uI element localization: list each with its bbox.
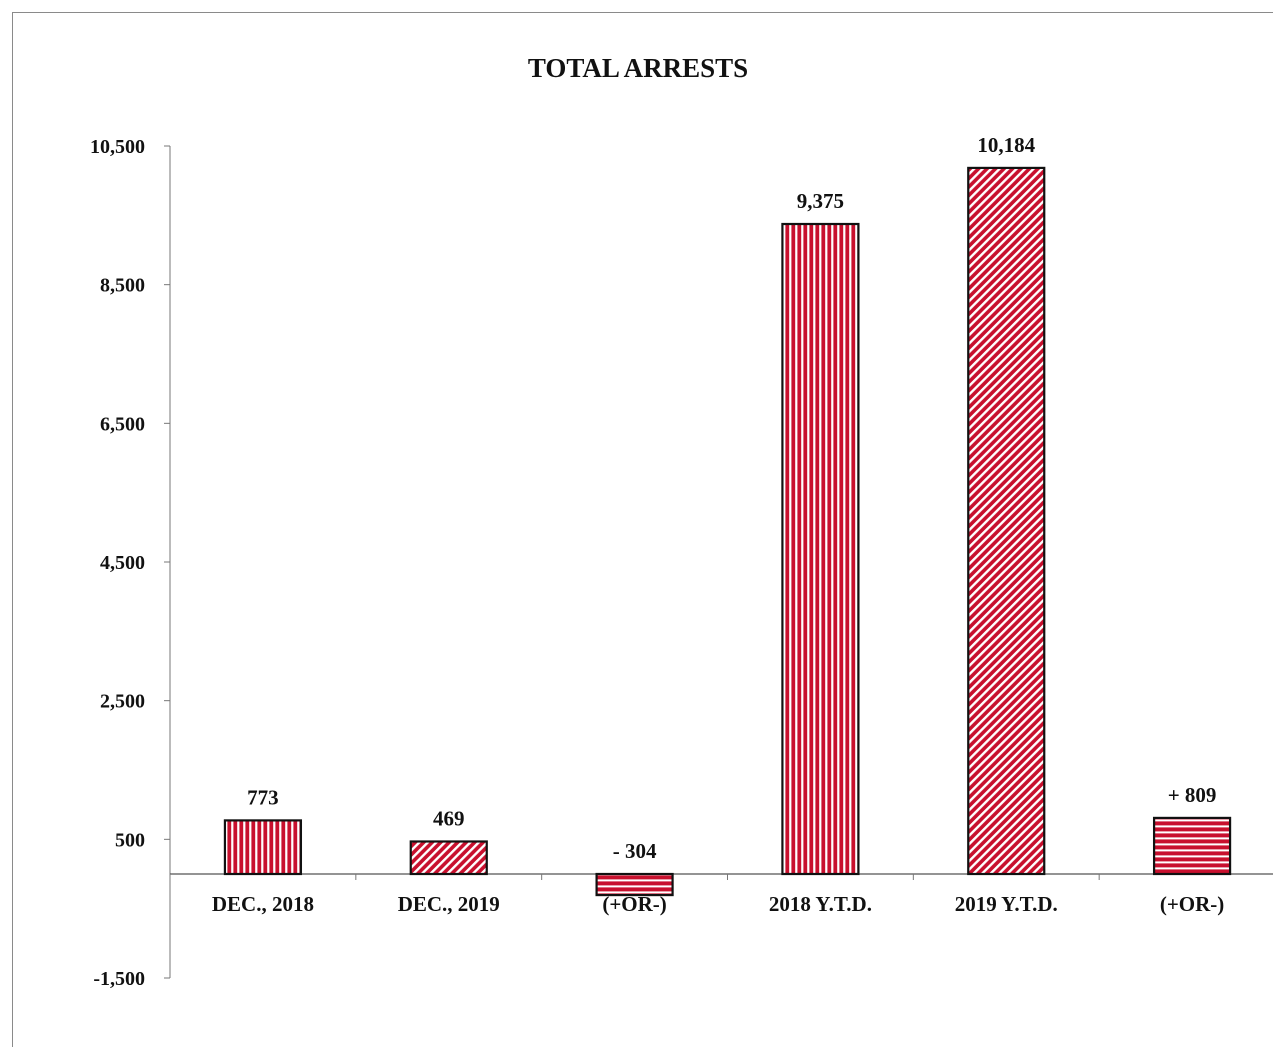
- data-label-4: 9,375: [797, 189, 844, 213]
- y-tick-label: 4,500: [100, 552, 145, 574]
- category-label-3: (+OR-): [602, 892, 666, 916]
- category-label-4: 2018 Y.T.D.: [769, 892, 872, 916]
- data-label-1: 773: [247, 785, 279, 809]
- chart-title: TOTAL ARRESTS: [528, 53, 748, 83]
- y-tick-label: -1,500: [93, 968, 145, 990]
- category-label-2: DEC., 2019: [398, 892, 500, 916]
- y-tick-label: 2,500: [100, 691, 145, 713]
- bar-4: [781, 222, 860, 876]
- category-label-6: (+OR-): [1160, 892, 1224, 916]
- data-label-6: + 809: [1168, 783, 1217, 807]
- data-label-2: 469: [433, 806, 465, 830]
- y-tick-label: 500: [115, 829, 145, 851]
- data-labels: 773 DEC., 2018 469 DEC., 2019 - 304 (+OR-) 9,3…: [212, 133, 1224, 916]
- category-label-5: 2019 Y.T.D.: [955, 892, 1058, 916]
- bar-5: [967, 166, 1046, 876]
- data-label-5: 10,184: [977, 133, 1035, 157]
- chart-frame: [12, 12, 1273, 1047]
- data-label-3: - 304: [613, 839, 657, 863]
- category-label-1: DEC., 2018: [212, 892, 314, 916]
- bar-1: [223, 819, 303, 876]
- y-tick-label: 10,500: [90, 136, 145, 158]
- bar-3: [595, 872, 674, 897]
- bar-6: [1152, 816, 1232, 876]
- y-tick-label: 8,500: [100, 275, 145, 297]
- y-tick-label: 6,500: [100, 413, 145, 435]
- axes: 10,500 8,500 6,500 4,500 2,500 500 -1,500: [90, 136, 1273, 990]
- bars: [223, 166, 1232, 897]
- bar-2: [409, 840, 488, 876]
